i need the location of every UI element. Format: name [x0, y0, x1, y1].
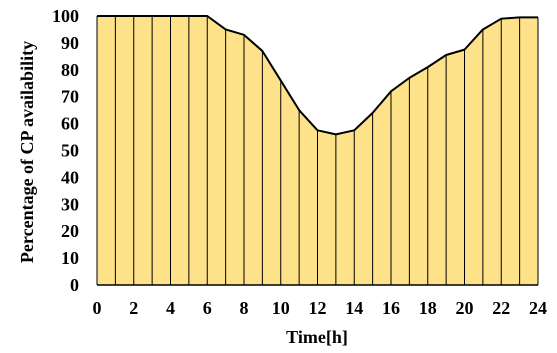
- y-tick-label: 30: [61, 194, 79, 214]
- y-tick-label: 40: [61, 167, 79, 187]
- x-tick-label: 24: [529, 298, 547, 318]
- x-tick-label: 6: [203, 298, 212, 318]
- series-line: [97, 15, 538, 136]
- x-axis-tick-labels: 0 2 4 6 8 10 12 14 16 18 20 22 24: [93, 298, 548, 318]
- y-tick-label: 60: [61, 114, 79, 134]
- y-axis-title: Percentage of CP availability: [17, 41, 37, 263]
- x-tick-label: 8: [240, 298, 249, 318]
- x-tick-label: 18: [419, 298, 437, 318]
- y-tick-label: 100: [52, 6, 79, 26]
- y-tick-label: 70: [61, 87, 79, 107]
- x-tick-label: 4: [166, 298, 175, 318]
- x-tick-label: 2: [129, 298, 138, 318]
- y-tick-label: 0: [70, 275, 79, 295]
- y-tick-label: 50: [61, 141, 79, 161]
- y-tick-label: 10: [61, 248, 79, 268]
- x-tick-label: 14: [345, 298, 363, 318]
- y-axis-tick-labels: 0 10 20 30 40 50 60 70 80 90 100: [52, 6, 79, 295]
- plot-area: [96, 15, 539, 286]
- y-tick-label: 20: [61, 221, 79, 241]
- y-tick-label: 90: [61, 33, 79, 53]
- x-tick-label: 22: [492, 298, 510, 318]
- x-tick-label: 16: [382, 298, 400, 318]
- x-tick-label: 10: [272, 298, 290, 318]
- x-tick-label: 0: [93, 298, 102, 318]
- y-tick-label: 80: [61, 60, 79, 80]
- x-tick-label: 20: [456, 298, 474, 318]
- x-tick-label: 12: [309, 298, 327, 318]
- x-axis-title: Time[h]: [286, 327, 348, 347]
